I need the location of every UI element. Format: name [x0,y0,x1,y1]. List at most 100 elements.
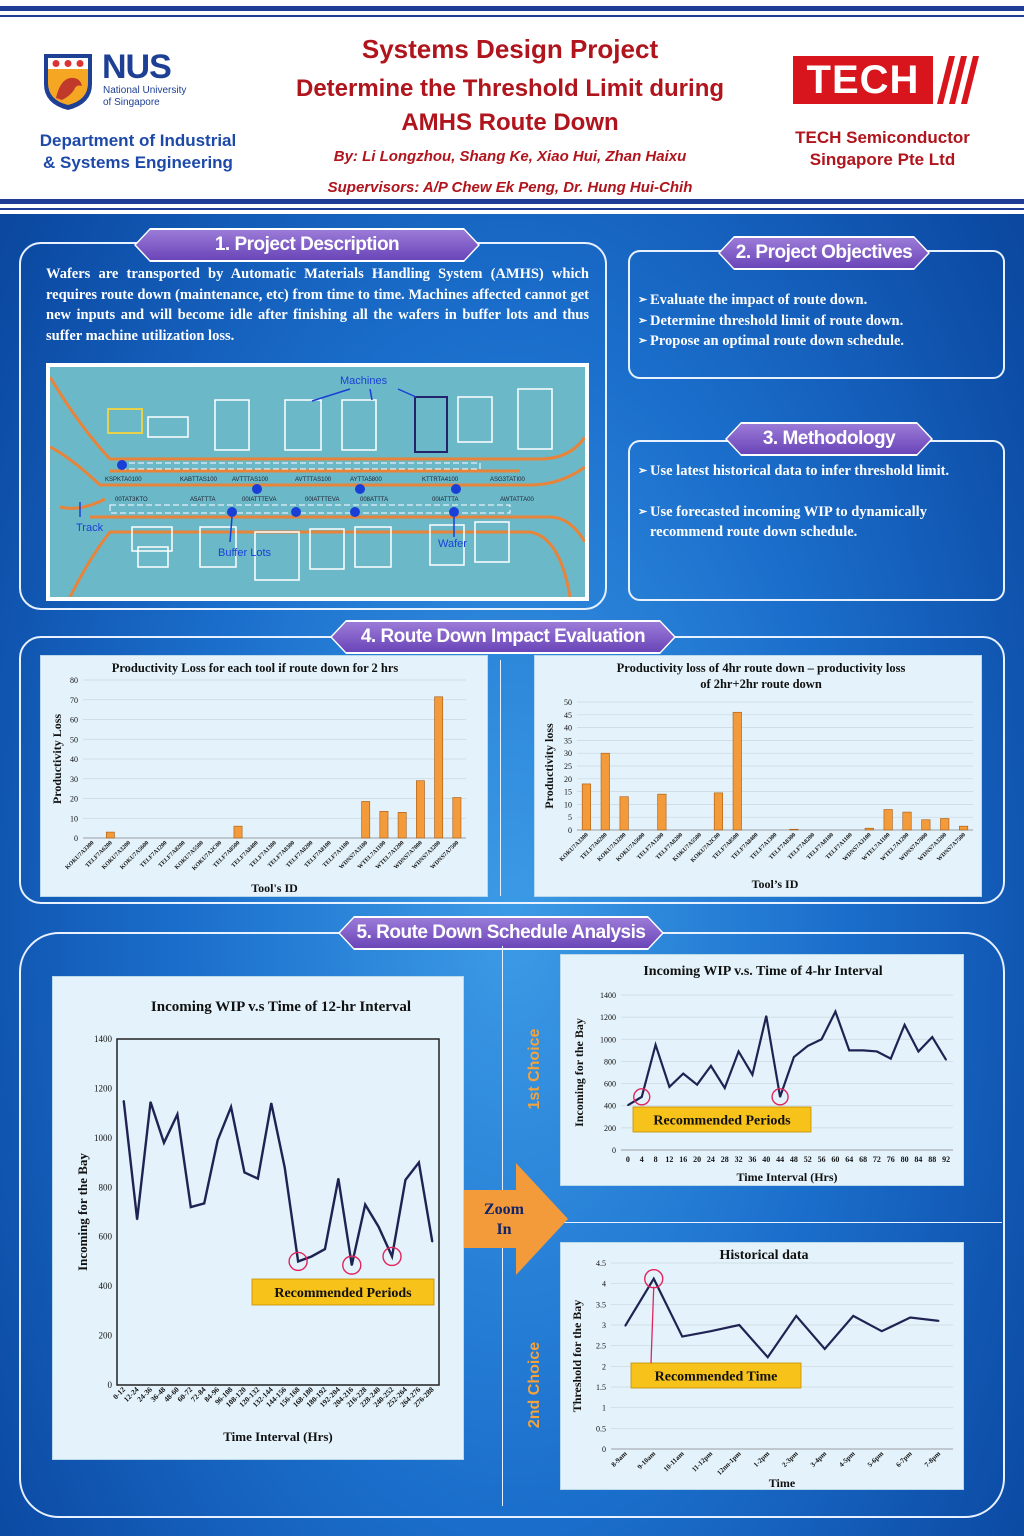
data-point [766,1356,769,1359]
highlight-circle [342,1255,362,1275]
project-objectives-list: ➢ Evaluate the impact of route down. ➢ Dete… [638,290,998,352]
bullet-arrow-icon: ➢ [638,335,648,347]
bar [921,819,931,831]
station-label: AVTTTAS100 [232,477,269,483]
y-tick-label: 4.5 [596,1259,606,1268]
data-point [806,1045,809,1047]
station-labels: KSPKTA0100 KABTTAS100 AVTTTAS100 AVTTTAS100… [105,477,534,503]
list-item-text: Evaluate the impact of route down. [650,292,868,308]
x-tick-label: 72 [873,1155,881,1164]
data-point [377,1226,380,1228]
x-tick-label: 48 [790,1155,798,1164]
x-tick-label: 28 [721,1155,729,1164]
y-tick-label: 20 [70,795,78,804]
authors: By: Li Longzhou, Shang Ke, Xiao Hui, Zha… [333,148,687,165]
bullet-arrow-icon: ➢ [638,314,648,327]
data-point [834,1010,837,1013]
data-point [654,1044,657,1046]
data-point [765,1015,768,1017]
y-tick-label: 20 [564,775,572,784]
data-point [324,1248,326,1250]
zoom-in-label: Zoom In [484,1201,524,1238]
list-item-text: Use latest historical data to infer thre… [650,463,950,479]
data-point [297,1260,299,1263]
historical-data-chart: Historical data 0 0.5 1 1.5 2 2.5 3 3.5 4 4.5 Time T… [560,1242,964,1490]
x-tick-label: 20 [693,1155,701,1164]
data-point [337,1177,340,1180]
data-point [149,1101,152,1103]
header-bottom-stripe [0,199,1024,204]
x-tick-label: 16 [679,1155,687,1164]
y-tick-label: 2.5 [596,1342,606,1351]
data-point [909,1316,912,1319]
department-line2: & Systems Engineering [43,153,233,172]
data-point [163,1142,165,1144]
x-tick-label: 40 [762,1155,770,1164]
data-point [681,1335,684,1338]
second-choice-label: 2nd Choice [526,1341,543,1429]
x-tick-label: 56 [818,1155,826,1164]
station-label: AYTTA5800 [350,477,382,483]
x-tick-label: 64 [845,1155,853,1164]
y-tick-label: 1 [602,1404,606,1413]
y-tick-label: 0 [108,1380,113,1390]
project-description-title: 1. Project Description [136,230,478,260]
bar [657,793,667,831]
list-item: ➢ Determine threshold limit of route down… [638,311,998,332]
x-tick-label: 11-12pm [690,1450,714,1474]
department-line1: Department of Industrial [39,131,237,150]
annotation-box [632,1106,812,1133]
bar [619,796,629,831]
y-axis-label: Threshold for the Bay [570,1300,584,1413]
project-objectives-title: 2. Project Objectives [720,238,928,268]
y-tick-label: 800 [604,1057,616,1066]
y-tick-label: 400 [99,1281,113,1291]
data-point [176,1113,179,1116]
bar [732,711,742,831]
bar [581,783,591,831]
annotation-label: Recommended Periods [653,1114,791,1129]
data-point [624,1325,627,1327]
y-tick-label: 10 [70,814,78,823]
station-label-mirrored: 00IATTTEVA [305,497,339,503]
project-description-text: Wafers are transported by Automatic Mate… [46,266,589,344]
data-point [216,1139,219,1142]
data-point [203,1202,206,1205]
station-label-mirrored: A5ATTTA [190,497,215,503]
data-point [903,1024,906,1026]
y-tick-label: 400 [604,1102,616,1111]
y-tick-label: 1400 [600,991,616,1000]
wip-4hr-chart-svg: Incoming WIP v.s. Time of 4-hr Interval 0… [572,964,953,1184]
y-tick-label: 35 [564,736,572,745]
list-item: ➢ Use forecasted incoming WIP to dynamica… [638,502,990,543]
data-point [795,1315,798,1317]
station-label-mirrored: AWTATTA00 [500,497,534,503]
x-tick-label: 88 [928,1155,936,1164]
station-label: ASG3TATI00 [490,477,525,483]
company-line2: Singapore Pte Ltd [809,150,956,169]
y-tick-label: 1000 [94,1133,113,1143]
header-top-stripe [0,6,1024,11]
x-axis-label: Time [769,1476,796,1490]
methodology-list: ➢ Use latest historical data to infer thr… [638,461,990,563]
annotation-arrow [650,1286,655,1364]
zoom-arrow-icon [464,1163,568,1275]
station-label: KTTRTA4100 [422,477,459,483]
y-tick-label: 2 [602,1362,606,1371]
header-top-stripe-thin [0,15,1024,17]
y-tick-label: 0.5 [596,1424,606,1433]
nus-logo-line1: National University [103,85,187,96]
y-tick-label: 800 [99,1182,113,1192]
chart-title: Incoming WIP v.s. Time of 4-hr Interval [643,964,882,979]
amhs-diagram: Machines Track Buffer Lots Wafer KSPKTA0… [46,363,589,601]
data-point [710,1065,712,1067]
list-item-text: Propose an optimal route down schedule. [650,333,905,349]
nus-logo-line2: of Singapore [103,97,160,108]
department-name: Department of Industrial & Systems Engin… [18,130,258,174]
y-tick-label: 4 [602,1280,606,1289]
data-point [652,1277,655,1280]
list-item-text: Use forecasted incoming WIP to dynamical… [650,503,927,541]
productivity-loss-chart-svg: Productivity Loss for each tool if route… [50,661,466,895]
y-tick-label: 25 [564,762,572,771]
